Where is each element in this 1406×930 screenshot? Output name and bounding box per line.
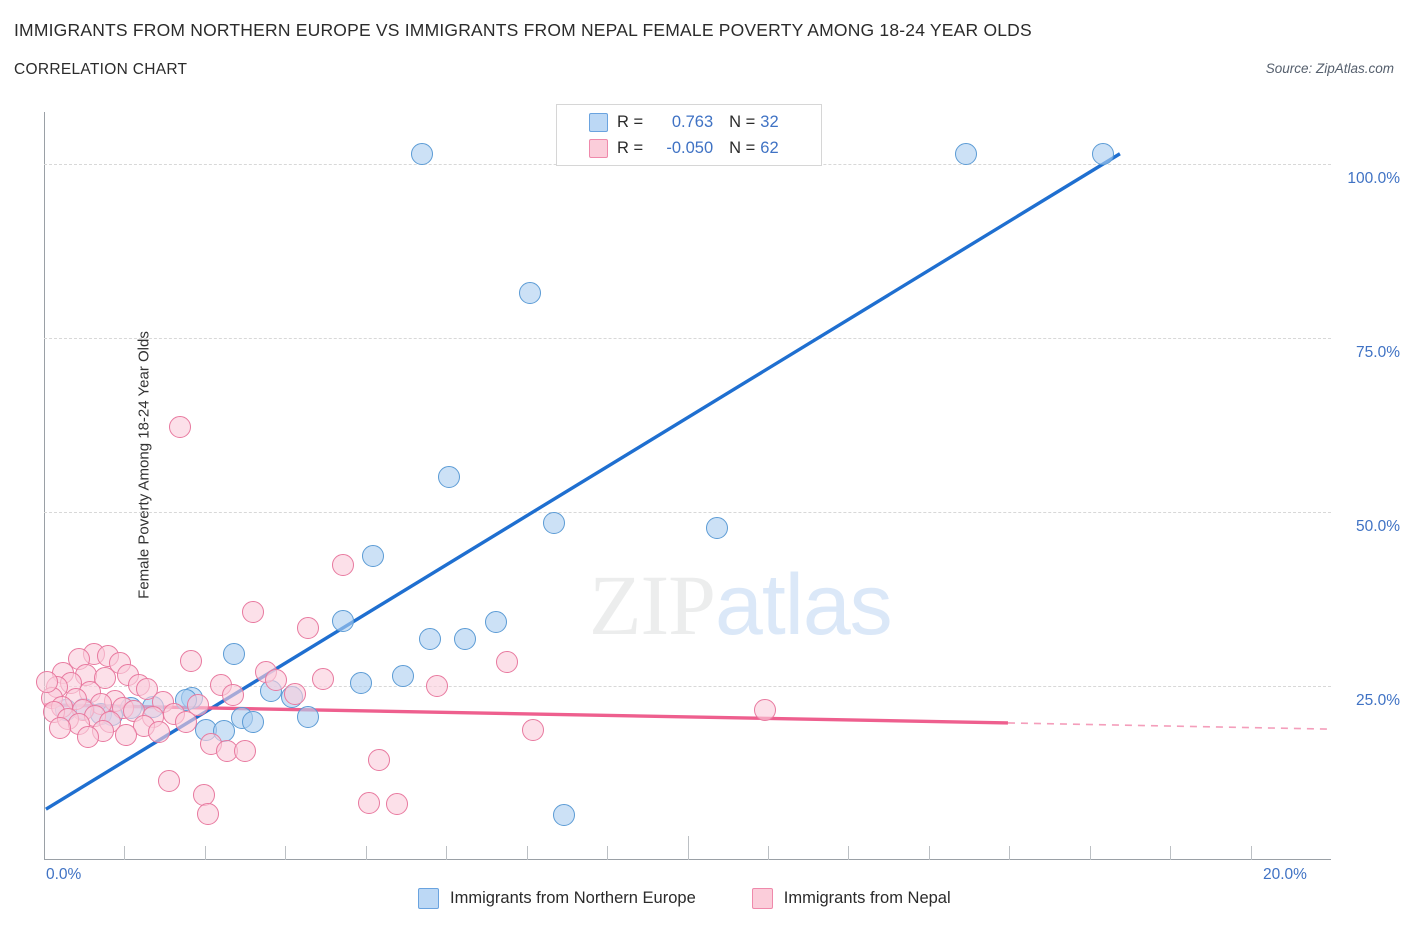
x-tick xyxy=(1089,846,1091,860)
scatter-point[interactable] xyxy=(174,711,197,734)
series-swatch-nepal xyxy=(589,138,608,158)
x-tick xyxy=(848,846,850,860)
scatter-point[interactable] xyxy=(522,718,545,741)
trendline-extrapolated xyxy=(1007,722,1332,730)
scatter-point[interactable] xyxy=(437,466,460,489)
scatter-point[interactable] xyxy=(753,699,776,722)
scatter-point[interactable] xyxy=(36,670,59,693)
y-tick-label: 50.0% xyxy=(1356,518,1400,536)
chart-subtitle: CORRELATION CHART xyxy=(14,61,188,78)
scatter-point[interactable] xyxy=(222,643,245,666)
x-tick-label: 20.0% xyxy=(1263,866,1307,883)
scatter-point[interactable] xyxy=(296,706,319,729)
source-label: Source: ZipAtlas.com xyxy=(1265,61,1394,76)
scatter-point[interactable] xyxy=(1092,142,1115,165)
plot-area: ZIPatlas xyxy=(36,112,1332,860)
scatter-point[interactable] xyxy=(357,791,380,814)
scatter-point[interactable] xyxy=(367,749,390,772)
x-tick xyxy=(285,846,287,860)
scatter-point[interactable] xyxy=(296,617,319,640)
legend-label-northern-europe: Immigrants from Northern Europe xyxy=(450,889,696,907)
x-tick xyxy=(767,846,769,860)
scatter-point[interactable] xyxy=(115,723,138,746)
x-tick xyxy=(607,846,609,860)
scatter-point[interactable] xyxy=(425,675,448,698)
r-label-pink: R = xyxy=(617,138,644,157)
scatter-point[interactable] xyxy=(392,664,415,687)
r-label-blue: R = xyxy=(617,112,644,131)
x-tick xyxy=(365,846,367,860)
correlation-stats-box: R = 0.763 N = 32 R = -0.050 N = 62 xyxy=(556,104,822,166)
series-legend: Immigrants from Northern Europe Immigran… xyxy=(418,888,951,909)
x-tick xyxy=(1009,846,1011,860)
scatter-point[interactable] xyxy=(135,677,158,700)
x-tick xyxy=(124,846,126,860)
scatter-point[interactable] xyxy=(49,717,72,740)
scatter-point[interactable] xyxy=(147,720,170,743)
y-tick-label: 25.0% xyxy=(1356,692,1400,710)
legend-swatch-northern-europe xyxy=(418,888,439,909)
legend-item-nepal[interactable]: Immigrants from Nepal xyxy=(751,888,951,909)
scatter-point[interactable] xyxy=(94,666,117,689)
scatter-point[interactable] xyxy=(233,740,256,763)
r-value-pink: -0.050 xyxy=(666,138,714,157)
scatter-point[interactable] xyxy=(158,769,181,792)
x-tick xyxy=(1250,846,1252,860)
scatter-point[interactable] xyxy=(552,803,575,826)
gridline xyxy=(44,686,1331,688)
scatter-point[interactable] xyxy=(283,683,306,706)
n-value-pink: 62 xyxy=(760,138,779,157)
scatter-point[interactable] xyxy=(411,142,434,165)
x-tick xyxy=(204,846,206,860)
n-value-blue: 32 xyxy=(760,112,779,131)
n-label-pink: N = xyxy=(729,138,756,157)
r-value-blue: 0.763 xyxy=(671,112,714,131)
x-tick xyxy=(446,846,448,860)
legend-swatch-nepal xyxy=(751,888,773,909)
scatter-point[interactable] xyxy=(221,684,244,707)
scatter-point[interactable] xyxy=(331,609,354,632)
scatter-point[interactable] xyxy=(242,601,265,624)
x-tick xyxy=(928,846,930,860)
scatter-point[interactable] xyxy=(264,668,287,691)
scatter-point[interactable] xyxy=(242,710,265,733)
page-title: IMMIGRANTS FROM NORTHERN EUROPE VS IMMIG… xyxy=(14,20,1032,40)
stats-row-pink: R = -0.050 N = 62 xyxy=(589,135,821,161)
scatter-point[interactable] xyxy=(955,142,978,165)
scatter-point[interactable] xyxy=(706,517,729,540)
scatter-point[interactable] xyxy=(495,650,518,673)
scatter-point[interactable] xyxy=(453,628,476,651)
scatter-point[interactable] xyxy=(168,415,191,438)
n-label-blue: N = xyxy=(729,112,756,131)
scatter-point[interactable] xyxy=(419,628,442,651)
legend-label-nepal: Immigrants from Nepal xyxy=(783,889,951,907)
scatter-point[interactable] xyxy=(76,725,99,748)
scatter-point[interactable] xyxy=(349,671,372,694)
scatter-point[interactable] xyxy=(311,668,334,691)
stats-row-blue: R = 0.763 N = 32 xyxy=(589,109,821,135)
scatter-point[interactable] xyxy=(385,792,408,815)
y-tick-label: 75.0% xyxy=(1356,344,1400,362)
scatter-point[interactable] xyxy=(197,803,220,826)
x-tick xyxy=(1170,846,1172,860)
scatter-point[interactable] xyxy=(192,783,215,806)
x-tick xyxy=(526,846,528,860)
x-tick xyxy=(687,836,689,860)
scatter-point[interactable] xyxy=(331,553,354,576)
scatter-point[interactable] xyxy=(484,611,507,634)
x-tick-label: 0.0% xyxy=(46,866,82,883)
scatter-point[interactable] xyxy=(518,281,541,304)
gridline xyxy=(44,338,1331,340)
gridline xyxy=(44,512,1331,514)
scatter-point[interactable] xyxy=(362,544,385,567)
scatter-point[interactable] xyxy=(543,512,566,535)
legend-item-northern-europe[interactable]: Immigrants from Northern Europe xyxy=(418,888,696,909)
scatter-point[interactable] xyxy=(179,649,202,672)
scatter-point[interactable] xyxy=(187,693,210,716)
series-swatch-northern-europe xyxy=(589,112,608,132)
y-axis-line xyxy=(44,112,45,860)
y-tick-label: 100.0% xyxy=(1347,170,1400,188)
